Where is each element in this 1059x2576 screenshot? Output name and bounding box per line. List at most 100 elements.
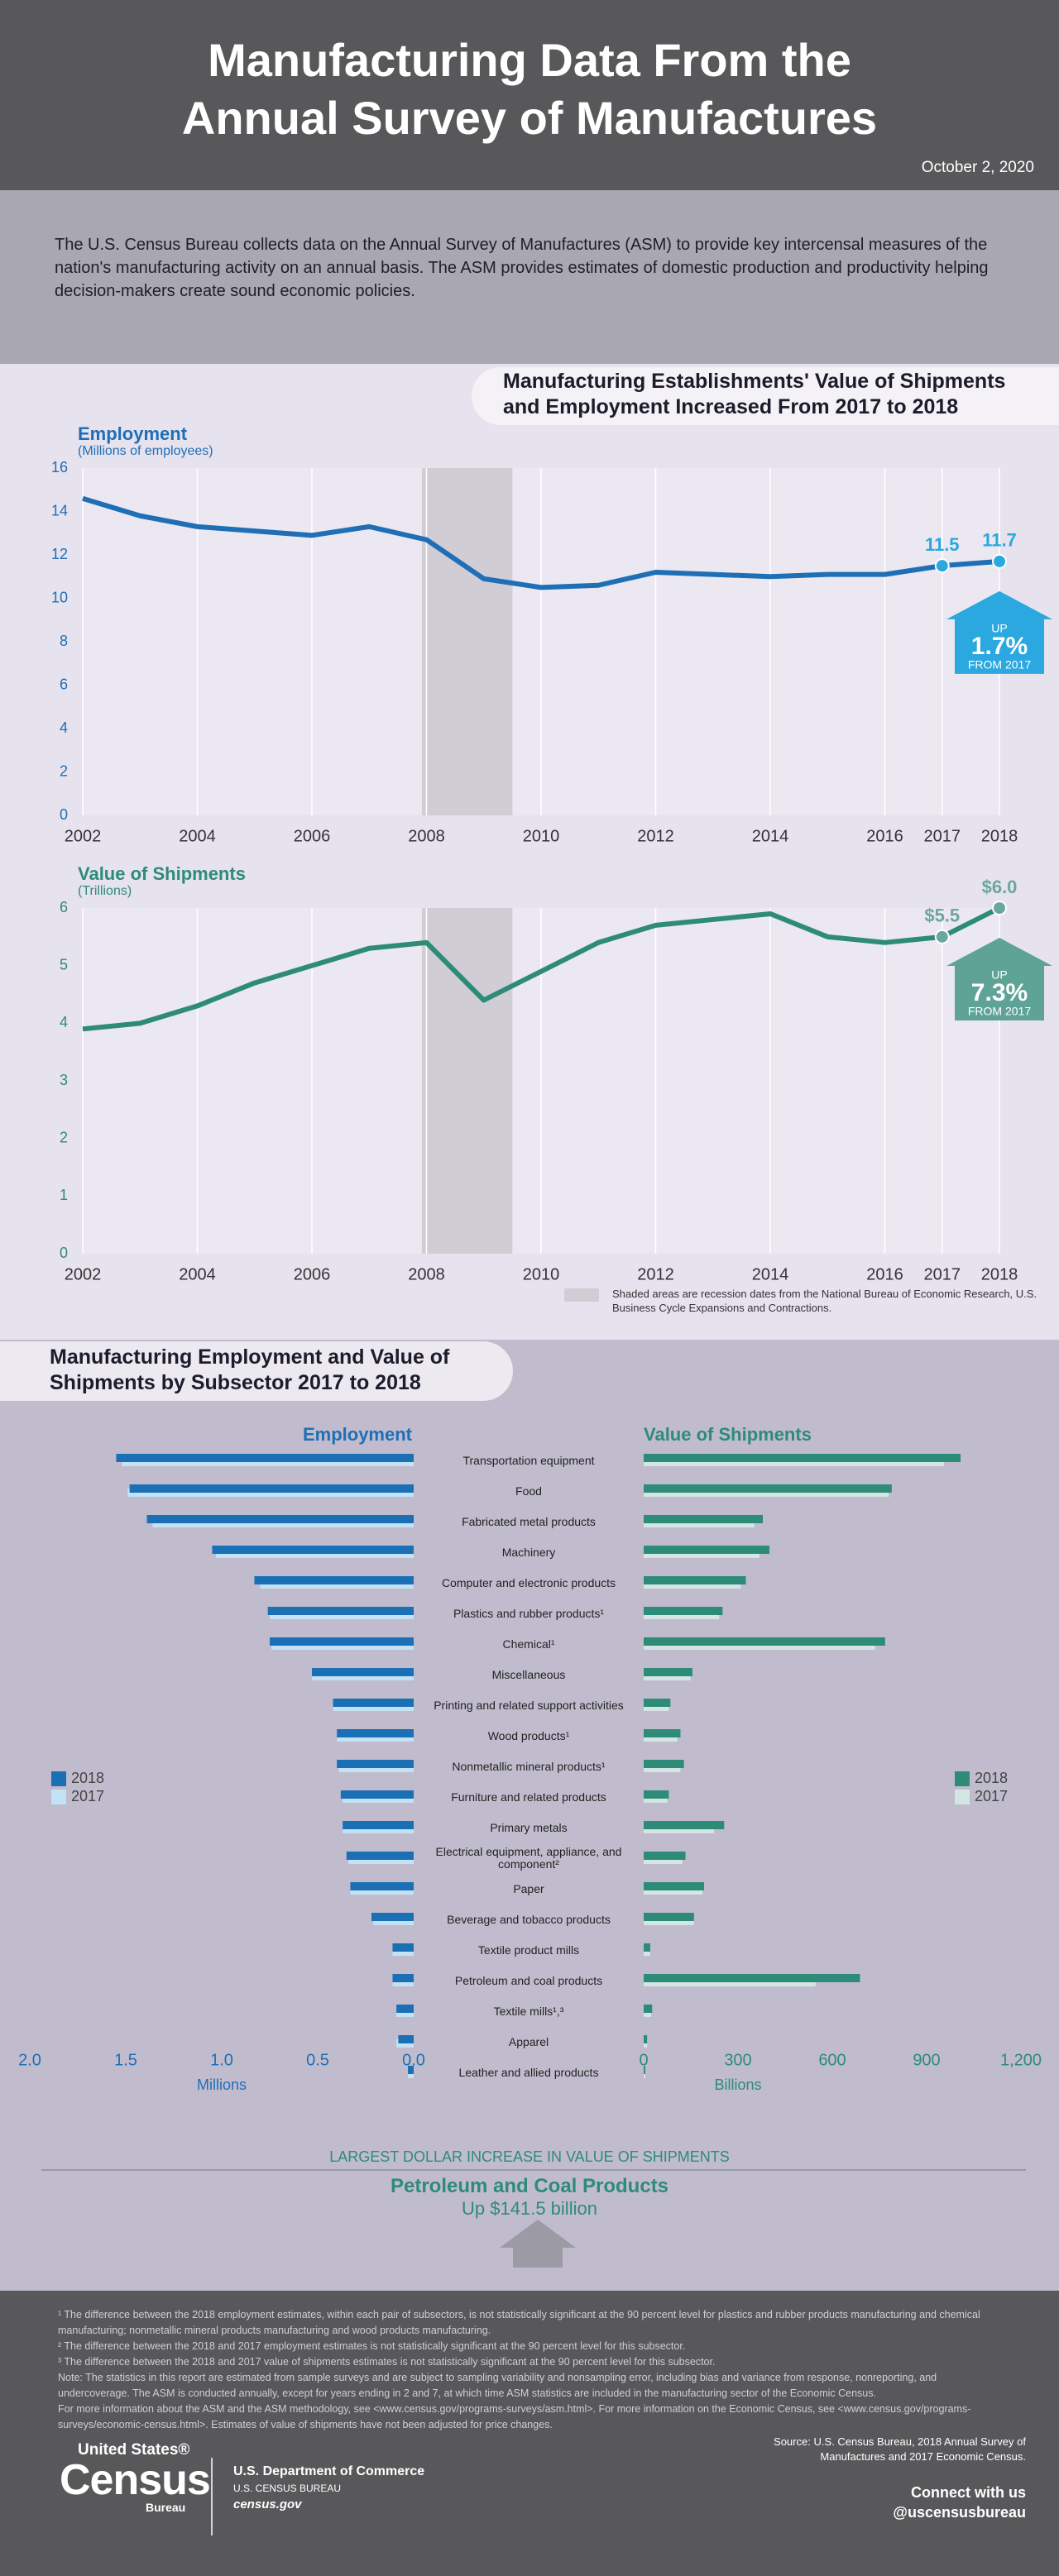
handle: @uscensusbureau: [893, 2504, 1026, 2521]
category-label: Petroleum and coal products: [454, 1973, 603, 1987]
bar: [644, 1943, 650, 1952]
bar: [644, 2005, 653, 2013]
legend-swatch: [51, 1790, 66, 1804]
category-label: Computer and electronic products: [441, 1575, 616, 1589]
x-tick-label: 2018: [981, 1265, 1018, 1283]
chart-title: Value of Shipments: [78, 863, 246, 884]
footnote: Note: The statistics in this report are …: [58, 2372, 937, 2399]
point: [934, 558, 950, 574]
side-title: Employment: [303, 1424, 413, 1445]
x-tick-label: 2006: [294, 1265, 331, 1283]
y-tick-label: 5: [60, 956, 68, 973]
footnote: ² The difference between the 2018 and 20…: [58, 2340, 686, 2352]
recession-shade: [421, 468, 513, 815]
bureau: U.S. CENSUS BUREAU: [233, 2483, 342, 2494]
bar: [644, 1454, 961, 1462]
x-tick-label: 1.0: [210, 2051, 233, 2069]
x-tick-label: 2.0: [18, 2051, 41, 2069]
bar: [350, 1882, 414, 1890]
footnote: ³ The difference between the 2018 and 20…: [58, 2356, 716, 2368]
category-label: Chemical¹: [502, 1637, 555, 1651]
x-tick-label: 2008: [408, 827, 445, 845]
callout-top: UP: [991, 968, 1007, 982]
connect: Connect with us @uscensusbureau: [893, 2483, 1026, 2522]
y-tick-label: 16: [51, 459, 68, 476]
bar: [333, 1699, 414, 1707]
bar: [371, 1913, 414, 1921]
bar: [644, 1668, 692, 1676]
category-label: Food: [515, 1484, 542, 1498]
bar: [343, 1821, 414, 1829]
legend-swatch: [955, 1771, 970, 1786]
x-tick-label: 2002: [65, 1265, 102, 1283]
date: October 2, 2020: [921, 159, 1034, 176]
connect-text: Connect with us: [911, 2484, 1026, 2501]
bar: [146, 1515, 414, 1523]
bar: [644, 1790, 669, 1799]
bar: [644, 1852, 686, 1860]
bar: [644, 1821, 725, 1829]
y-tick-label: 8: [60, 633, 68, 649]
axis-label: Millions: [197, 2077, 247, 2093]
bar: [644, 1637, 885, 1646]
callout-bottom: FROM 2017: [968, 658, 1031, 671]
y-tick-label: 1: [60, 1187, 68, 1203]
category-label: Wood products¹: [487, 1728, 570, 1742]
section-title: Manufacturing Employment and Value of Sh…: [50, 1345, 449, 1396]
y-tick-label: 2: [60, 762, 68, 779]
x-tick-label: 2004: [179, 1265, 216, 1283]
bar: [337, 1729, 414, 1737]
highlight: LARGEST DOLLAR INCREASE IN VALUE OF SHIP…: [0, 2148, 1059, 2220]
title-line: Manufacturing Data From the: [208, 34, 851, 86]
point: [992, 901, 1007, 915]
y-tick-label: 4: [60, 1014, 68, 1030]
x-tick-label: 2012: [637, 827, 674, 845]
category-label: Printing and related support activities: [434, 1698, 624, 1712]
title-pill: [472, 367, 1059, 425]
title-pill: [0, 1341, 513, 1401]
category-label: Electrical equipment, appliance, and com…: [435, 1845, 622, 1871]
bar: [644, 1760, 684, 1768]
value-label: 11.5: [925, 534, 960, 555]
chart-subtitle: (Trillions): [78, 884, 132, 898]
highlight-name: Petroleum and Coal Products: [390, 2175, 669, 2197]
up-arrow: [500, 2220, 576, 2268]
y-tick-label: 14: [51, 502, 68, 519]
category-label: Textile product mills: [477, 1943, 580, 1957]
bar: [644, 1974, 860, 1982]
bar: [644, 1882, 704, 1890]
x-tick-label: 2014: [752, 1265, 789, 1283]
callout-bottom: FROM 2017: [968, 1005, 1031, 1018]
bar: [644, 2035, 648, 2043]
category-label: Primary metals: [490, 1820, 568, 1834]
value-label: 11.7: [982, 530, 1017, 551]
legend-label: 2018: [975, 1770, 1008, 1786]
bar: [270, 1637, 414, 1646]
x-tick-label: 2012: [637, 1265, 674, 1283]
source: Source: U.S. Census Bureau, 2018 Annual …: [774, 2435, 1026, 2463]
logo-top: United States®: [78, 2441, 190, 2459]
category-label: Beverage and tobacco products: [447, 1912, 611, 1926]
y-tick-label: 6: [60, 676, 68, 692]
y-tick-label: 12: [51, 546, 68, 562]
value-label: $5.5: [924, 906, 960, 926]
line: [82, 495, 1000, 590]
y-tick-label: 10: [51, 589, 68, 605]
title-line: Shipments by Subsector 2017 to 2018: [50, 1371, 421, 1394]
category-label: Leather and allied products: [458, 2065, 599, 2079]
category-label: Textile mills¹,³: [493, 2004, 564, 2018]
y-tick-label: 3: [60, 1072, 68, 1088]
y-tick-label: 4: [60, 719, 68, 736]
section-title: Manufacturing Establishments' Value of S…: [503, 369, 1005, 420]
intro: The U.S. Census Bureau collects data on …: [55, 236, 989, 300]
bar: [644, 1699, 671, 1707]
recession-note: Shaded areas are recession dates from th…: [612, 1288, 1037, 1314]
site: census.gov: [233, 2497, 302, 2511]
bar: [346, 1852, 414, 1860]
bar: [644, 1607, 723, 1615]
x-tick-label: 0.0: [402, 2051, 425, 2069]
bar: [340, 1790, 414, 1799]
footnote: For more information about the ASM and t…: [58, 2403, 971, 2430]
legend-label: 2017: [71, 1788, 104, 1804]
